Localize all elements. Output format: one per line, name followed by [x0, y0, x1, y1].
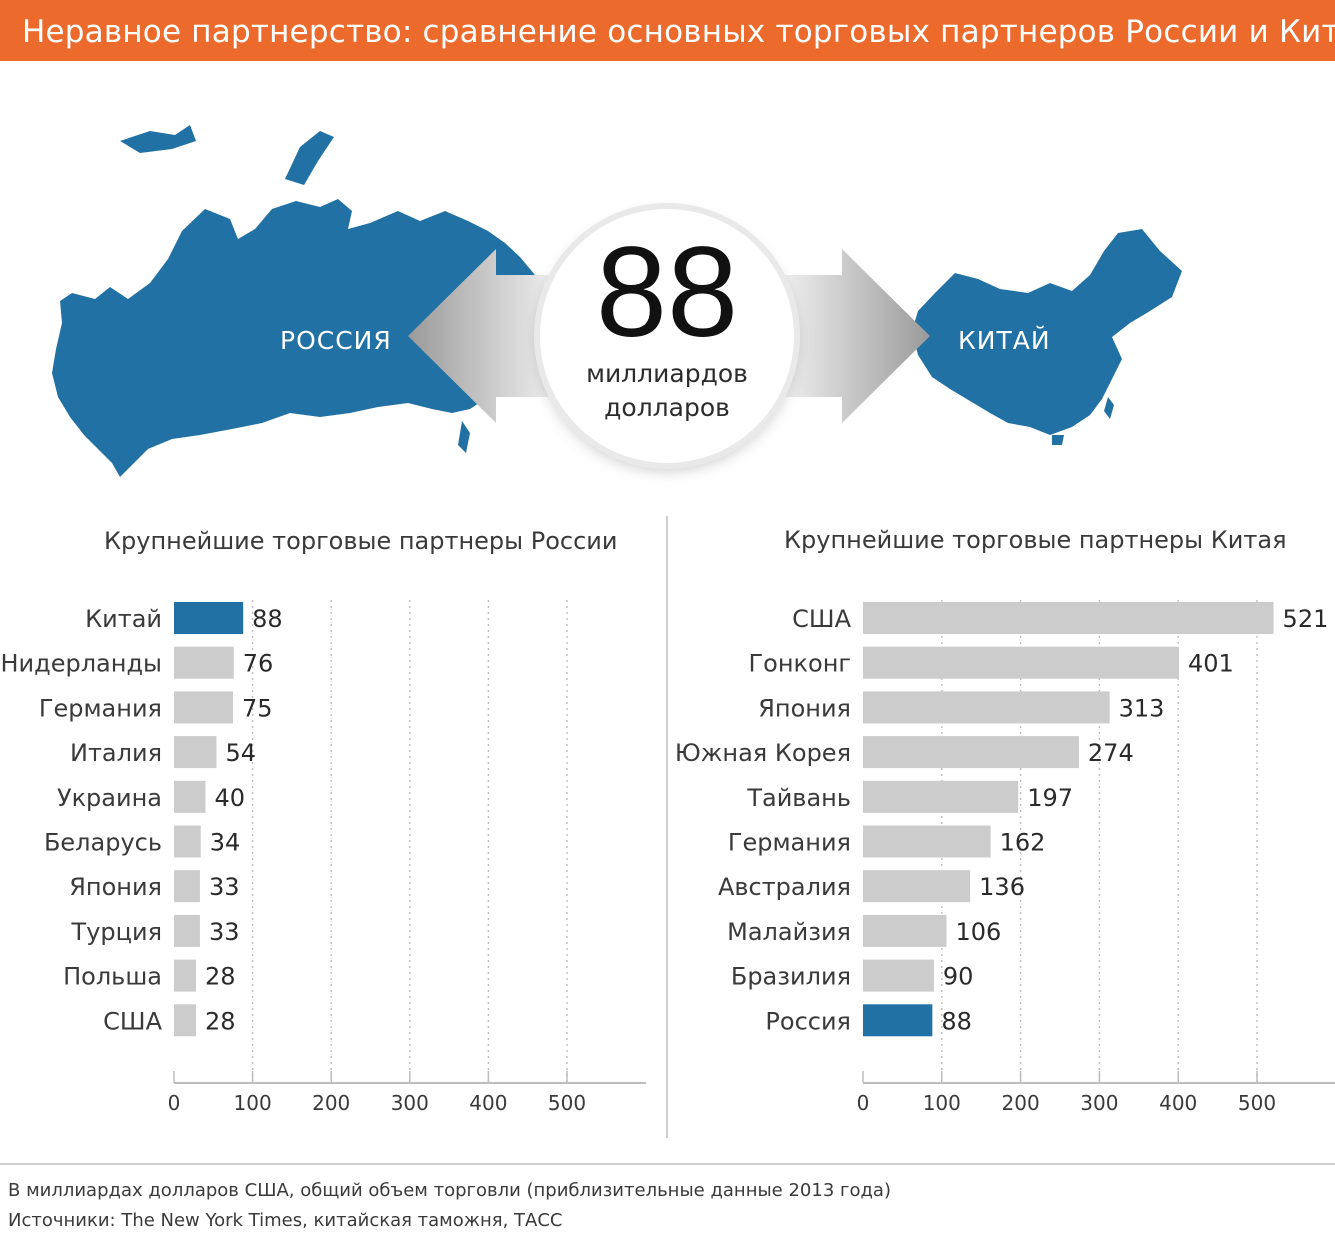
- china-value-label: 136: [979, 873, 1025, 901]
- russia-value-label: 33: [209, 873, 240, 901]
- header-banner: Неравное партнерство: сравнение основных…: [0, 0, 1335, 61]
- china-category-label: Россия: [765, 1007, 851, 1035]
- russia-tick-label: 400: [469, 1091, 507, 1115]
- hero-section: РОССИЯ КИТАЙ 88 миллиардов долларов: [0, 61, 1335, 501]
- russia-bar: [174, 736, 217, 769]
- russia-bar: [174, 1004, 197, 1037]
- china-value-label: 197: [1027, 784, 1073, 812]
- russia-bar: [174, 825, 201, 858]
- china-bar: [863, 780, 1019, 813]
- china-bar: [863, 870, 971, 903]
- page-title: Неравное партнерство: сравнение основных…: [22, 14, 1335, 50]
- chart-title-russia: Крупнейшие торговые партнеры России: [104, 527, 618, 555]
- china-bar: [863, 1004, 933, 1037]
- china-value-label: 106: [956, 918, 1002, 946]
- russia-map: [52, 199, 555, 477]
- russia-category-label: Польша: [63, 963, 162, 991]
- china-bar: [863, 736, 1079, 769]
- china-value-label: 521: [1283, 605, 1329, 633]
- unit-line-2: долларов: [604, 393, 730, 422]
- china-bar: [863, 646, 1179, 679]
- russia-category-label: США: [103, 1007, 162, 1035]
- russia-category-label: Беларусь: [44, 829, 162, 857]
- arctic-islands: [120, 125, 196, 153]
- russia-bar: [174, 780, 206, 813]
- russia-category-label: Япония: [69, 873, 162, 901]
- footnote-units: В миллиардах долларов США, общий объем т…: [8, 1180, 891, 1201]
- china-bar: [863, 914, 947, 947]
- russia-tick-label: 200: [312, 1091, 350, 1115]
- china-value-label: 313: [1119, 694, 1165, 722]
- russia-value-label: 75: [242, 694, 273, 722]
- china-category-label: Германия: [728, 829, 851, 857]
- china-category-label: Австралия: [718, 873, 851, 901]
- china-category-label: Южная Корея: [675, 739, 851, 767]
- china-bar: [863, 959, 934, 992]
- russia-bar: [174, 691, 233, 724]
- china-bar: [863, 691, 1110, 724]
- russia-label: РОССИЯ: [280, 326, 392, 355]
- russia-tick-label: 0: [168, 1091, 181, 1115]
- china-map: [912, 229, 1182, 435]
- russia-bar: [174, 914, 200, 947]
- footnote-sources: Источники: The New York Times, китайская…: [8, 1210, 563, 1231]
- russia-bar: [174, 602, 244, 634]
- china-category-label: Тайвань: [746, 784, 851, 812]
- hero-graphic: [52, 125, 1182, 477]
- china-value-label: 401: [1188, 650, 1234, 678]
- russia-tick-label: 500: [548, 1091, 586, 1115]
- russia-category-label: Турция: [71, 918, 162, 946]
- chart-divider: [666, 516, 668, 1138]
- china-bar: [863, 602, 1274, 634]
- china-category-label: Япония: [758, 694, 851, 722]
- russia-bar: [174, 959, 197, 992]
- china-tick-label: 100: [923, 1091, 961, 1115]
- russia-category-label: Нидерланды: [0, 650, 162, 678]
- china-tick-label: 0: [857, 1091, 870, 1115]
- hainan-island: [1052, 435, 1064, 445]
- russia-category-label: Украина: [57, 784, 162, 812]
- china-tick-label: 400: [1159, 1091, 1197, 1115]
- taiwan-island: [1104, 397, 1114, 419]
- russia-value-label: 28: [205, 963, 236, 991]
- china-bar: [863, 825, 991, 858]
- russia-category-label: Китай: [85, 605, 162, 633]
- china-value-label: 88: [941, 1007, 972, 1035]
- china-tick-label: 300: [1080, 1091, 1118, 1115]
- trade-value-unit: миллиардов долларов: [540, 357, 794, 425]
- russia-bar: [174, 646, 234, 679]
- unit-line-1: миллиардов: [586, 359, 748, 388]
- sakhalin-island: [458, 421, 470, 453]
- china-category-label: США: [792, 605, 851, 633]
- russia-value-label: 76: [243, 650, 274, 678]
- china-category-label: Бразилия: [731, 963, 851, 991]
- russia-tick-label: 300: [391, 1091, 429, 1115]
- russia-value-label: 88: [252, 605, 283, 633]
- china-category-label: Гонконг: [749, 650, 852, 678]
- russia-tick-label: 100: [234, 1091, 272, 1115]
- russia-value-label: 54: [225, 739, 256, 767]
- value-circle: 88 миллиардов долларов: [540, 209, 794, 463]
- arrow-left: [408, 249, 560, 423]
- china-category-label: Малайзия: [727, 918, 851, 946]
- arrow-right: [778, 249, 930, 423]
- russia-value-label: 28: [205, 1007, 236, 1035]
- russia-category-label: Италия: [70, 739, 162, 767]
- footer-divider: [0, 1163, 1335, 1165]
- chart-title-china: Крупнейшие торговые партнеры Китая: [784, 526, 1287, 554]
- russia-value-label: 33: [209, 918, 240, 946]
- china-tick-label: 200: [1002, 1091, 1040, 1115]
- russia-bar: [174, 870, 200, 903]
- china-tick-label: 500: [1238, 1091, 1276, 1115]
- russia-value-label: 40: [214, 784, 245, 812]
- novaya-zemlya-island: [285, 131, 334, 185]
- china-value-label: 274: [1088, 739, 1134, 767]
- china-label: КИТАЙ: [958, 326, 1051, 355]
- russia-category-label: Германия: [39, 694, 162, 722]
- china-value-label: 90: [943, 963, 974, 991]
- china-value-label: 162: [1000, 829, 1046, 857]
- russia-value-label: 34: [210, 829, 241, 857]
- trade-value: 88: [595, 221, 739, 364]
